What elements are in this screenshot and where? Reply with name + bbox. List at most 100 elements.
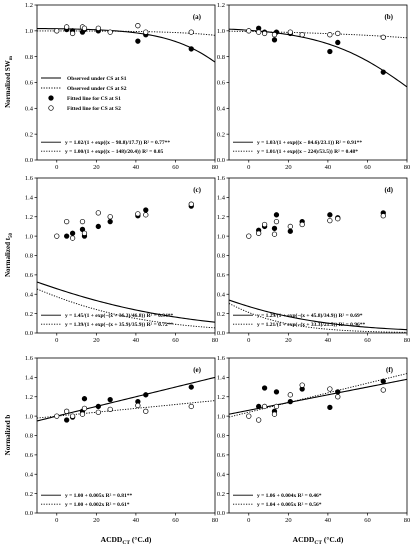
data-point-s1 (107, 397, 113, 403)
fit-line-s2 (37, 30, 215, 36)
legend-label: Observed under CS at S2 (67, 86, 127, 92)
data-point-s1 (287, 228, 293, 234)
x-tick-label: 0 (55, 337, 58, 344)
panels-group: 0 20 40 60 80 0.0 0.2 0.4 0.6 0.8 1.0 1.2 (a) y = 1.0… (25, 2, 410, 524)
y-tick-label: 1.0 (25, 28, 33, 35)
y-tick-label: 0.2 (25, 491, 33, 498)
y-tick-label: 0.6 (217, 452, 226, 459)
fit-equation: y = 1.29/(1 + exp(−(x + 45.8)/34.9)) R² … (257, 312, 363, 319)
data-point-s2 (273, 403, 280, 410)
y-tick-label: 1.4 (217, 375, 226, 382)
x-tick-label: 80 (212, 517, 219, 524)
y-tick-label: 0.2 (217, 311, 225, 318)
fit-line-s1 (229, 299, 407, 331)
fit-equation: y = 1.04 + 0.005x R² = 0.56* (257, 502, 322, 508)
data-point-s2 (81, 405, 88, 412)
data-point-s2 (95, 25, 101, 31)
data-point-s2 (261, 403, 268, 410)
x-axis-title-unit: (°C.d) (130, 535, 152, 544)
x-axis-title-sub: CT (122, 540, 130, 546)
x-tick-label: 80 (404, 164, 411, 171)
x-tick-label: 0 (247, 517, 250, 524)
data-point-s1 (81, 396, 88, 402)
x-tick-label: 40 (325, 337, 332, 344)
data-point-s1 (271, 225, 278, 232)
y-tick-label: 1.0 (217, 413, 225, 420)
y-tick-label: 1.0 (25, 413, 33, 420)
panel-a: 0 20 40 60 80 0.0 0.2 0.4 0.6 0.8 1.0 1.2 (a) y = 1.0… (25, 2, 218, 171)
data-point-s2 (107, 29, 113, 35)
data-point-s2 (299, 221, 305, 228)
data-point-s1 (143, 207, 149, 213)
x-axis-labels: ACDDCT (°C.d) ACDDCT (°C.d) (101, 535, 344, 546)
data-point-s2 (54, 413, 60, 419)
y-axis-title: Normalized b (4, 415, 12, 456)
y-tick-label: 1.0 (25, 233, 33, 240)
x-tick-label: 0 (247, 164, 250, 171)
row-y-labels: Normalized SWm Normalized t50 Normalized b (4, 55, 14, 455)
data-point-s2 (380, 387, 386, 393)
y-tick-label: 0.0 (25, 330, 33, 337)
data-point-s1 (273, 212, 280, 218)
x-tick-label: 20 (285, 517, 292, 524)
fit-equation: y = 1.06 + 0.004x R² = 0.46* (257, 493, 322, 499)
data-point-s2 (271, 231, 278, 237)
data-point-s2 (64, 218, 70, 225)
y-tick-label: 1.4 (25, 195, 34, 202)
fit-equation: y = 1.00 + 0.002x R² = 0.61* (65, 502, 130, 508)
fit-equation: y = 1.45/(1 + exp(−(x + 36.3)/46.8)) R² … (65, 312, 173, 319)
x-tick-label: 40 (133, 517, 140, 524)
y-tick-label: 1.4 (217, 195, 226, 202)
panel-label: (a) (193, 13, 202, 21)
data-point-s1 (380, 69, 386, 75)
fit-line-s1 (229, 28, 407, 88)
x-tick-label: 20 (93, 517, 100, 524)
data-point-s1 (64, 233, 70, 239)
data-point-s1 (188, 384, 194, 390)
data-point-s2 (79, 411, 86, 417)
x-tick-label: 80 (404, 337, 411, 344)
data-point-s2 (64, 24, 70, 30)
plot-frame (228, 4, 408, 161)
panel-b: 0 20 40 60 80 0.0 0.2 0.4 0.6 0.8 1.0 1.2 (b) y = 1.0… (217, 2, 410, 171)
fit-equation: y = 1.39/(1 + exp(−(x + 35.9)/35.9)) R² … (65, 321, 173, 328)
data-point-s2 (299, 32, 305, 38)
data-point-s2 (143, 29, 149, 35)
x-tick-label: 80 (212, 164, 219, 171)
y-tick-label: 1.2 (25, 214, 33, 221)
x-tick-label: 60 (364, 517, 371, 524)
x-tick-label: 80 (404, 517, 411, 524)
fit-equation: y = 1.02/(1 + exp((x − 98.8)/17.7)) R² =… (65, 139, 170, 146)
panel-e: 0 20 40 60 80 0.0 0.2 0.4 0.6 0.8 1.0 1.2 1.4 1.6 (e) y… (25, 355, 218, 524)
fit-equation: y = 1.21/(1 + exp(−(x + 33.3)/21.5)) R² … (257, 321, 365, 328)
data-point-s2 (79, 218, 86, 225)
data-point-s2 (327, 386, 333, 392)
data-point-s1 (64, 417, 70, 423)
data-point-s2 (261, 221, 268, 228)
y-tick-label: 0.6 (217, 272, 226, 279)
data-point-s1 (271, 37, 278, 43)
data-point-s1 (95, 403, 101, 410)
y-tick-label: 0.8 (25, 433, 33, 440)
y-tick-label: 1.2 (25, 2, 33, 9)
data-point-s1 (188, 46, 194, 52)
data-point-s2 (188, 29, 194, 35)
x-tick-label: 20 (285, 337, 292, 344)
legend: Observed under CS at S1 Observed under CS… (41, 76, 127, 112)
fit-line-s1 (37, 376, 215, 422)
y-tick-label: 1.6 (25, 355, 34, 362)
panel-label: (e) (193, 366, 201, 374)
y-tick-label: 0.4 (217, 106, 226, 113)
data-point-s2 (107, 406, 113, 412)
legend-label: Observed under CS at S1 (67, 76, 127, 82)
y-tick-label: 0.8 (217, 54, 225, 61)
fit-equation: y = 1.01/(1 + exp((x − 224)/53.5)) R² = … (257, 148, 358, 155)
x-tick-label: 20 (93, 337, 100, 344)
y-tick-label: 0.0 (217, 330, 225, 337)
y-axis-title: Normalized t50 (4, 232, 14, 277)
data-point-s2 (188, 403, 194, 410)
data-point-s1 (327, 48, 333, 55)
plot-frame (36, 4, 216, 161)
y-tick-label: 1.6 (217, 175, 226, 182)
data-point-s1 (335, 389, 341, 395)
